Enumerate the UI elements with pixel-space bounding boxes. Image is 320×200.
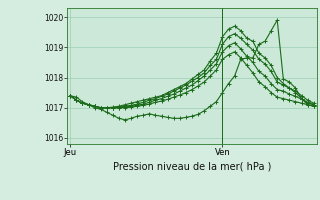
X-axis label: Pression niveau de la mer( hPa ): Pression niveau de la mer( hPa ) xyxy=(113,161,271,171)
